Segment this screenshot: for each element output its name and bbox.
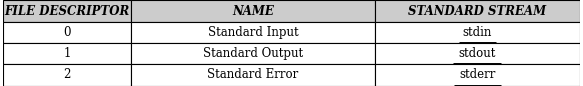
Text: FILE DESCRIPTOR: FILE DESCRIPTOR xyxy=(4,5,129,18)
Bar xyxy=(3,22,131,43)
Text: stderr: stderr xyxy=(459,68,496,81)
Bar xyxy=(3,0,131,22)
Text: stdout: stdout xyxy=(459,47,496,60)
Bar xyxy=(131,43,375,64)
Text: STANDARD STREAM: STANDARD STREAM xyxy=(408,5,546,18)
Text: Standard Input: Standard Input xyxy=(208,26,298,39)
Bar xyxy=(375,0,580,22)
Text: 1: 1 xyxy=(64,47,71,60)
Bar xyxy=(375,64,580,86)
Text: stdin: stdin xyxy=(463,26,492,39)
Text: NAME: NAME xyxy=(232,5,274,18)
Text: 2: 2 xyxy=(64,68,71,81)
Bar xyxy=(375,43,580,64)
Bar xyxy=(131,22,375,43)
Text: Standard Output: Standard Output xyxy=(203,47,303,60)
Bar xyxy=(131,0,375,22)
Text: Standard Error: Standard Error xyxy=(207,68,298,81)
Text: 0: 0 xyxy=(63,26,71,39)
Bar xyxy=(3,64,131,86)
Bar xyxy=(375,22,580,43)
Bar xyxy=(3,43,131,64)
Bar xyxy=(131,64,375,86)
